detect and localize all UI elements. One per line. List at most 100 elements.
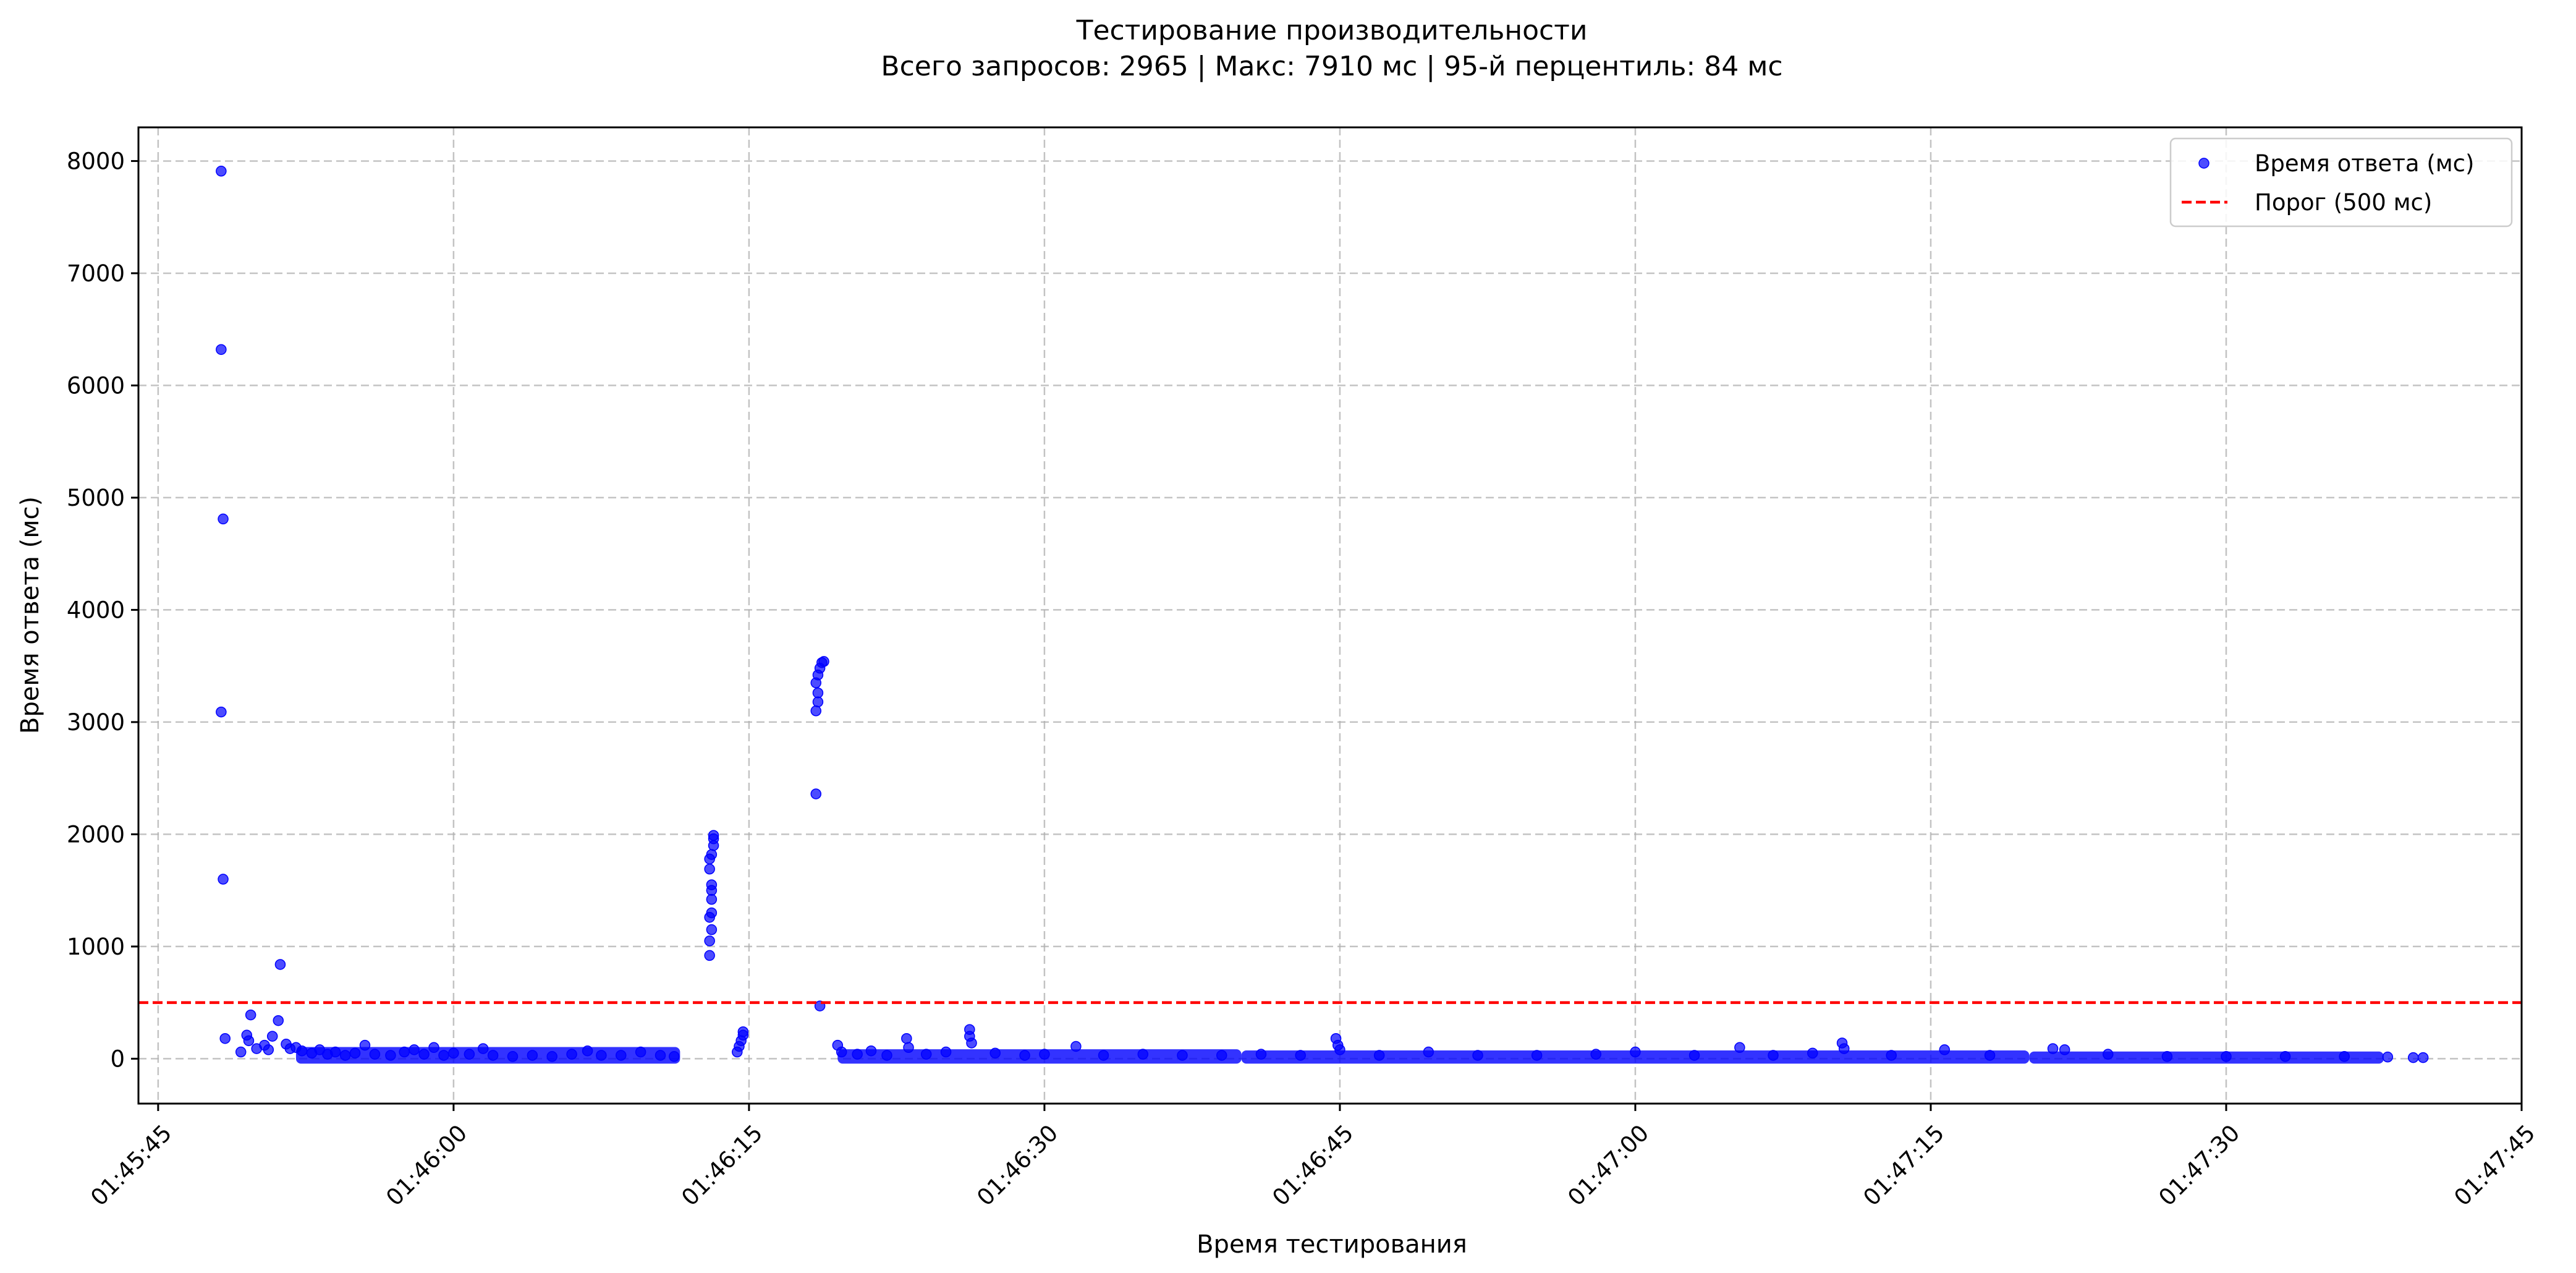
data-point [243,1035,255,1047]
data-point [1939,1044,1951,1055]
data-point [477,1043,489,1054]
data-point [438,1050,449,1061]
y-tick-label: 1000 [67,934,125,960]
legend-label-response-time: Время ответа (мс) [2255,150,2474,177]
data-point [339,1050,351,1061]
data-point [507,1051,519,1062]
data-point [706,924,718,935]
data-point [2161,1051,2173,1062]
data-point [216,344,227,356]
data-point [399,1046,410,1058]
data-point [218,513,229,525]
y-tick-label: 8000 [67,148,125,174]
data-point [1216,1050,1227,1061]
data-point [296,1045,308,1057]
data-point [940,1046,952,1058]
legend: Время ответа (мс) Порог (500 мс) [2169,137,2513,228]
data-point [1295,1050,1306,1061]
data-point [1255,1049,1267,1060]
data-point [810,705,822,717]
data-point [329,1046,341,1058]
data-point [245,1009,256,1021]
data-point [836,1046,847,1058]
data-point [566,1049,577,1060]
x-axis-label: Время тестирования [1197,1230,1467,1259]
data-point [812,687,824,699]
data-point [865,1045,877,1057]
data-point [1734,1042,1745,1054]
data-point [349,1047,361,1059]
data-point [1807,1047,1818,1059]
data-point [1590,1049,1601,1060]
data-point [2059,1044,2070,1055]
y-tick-label: 4000 [67,597,125,623]
data-point [219,1032,231,1044]
data-point [1137,1049,1149,1060]
data-point [655,1050,666,1061]
data-point [527,1050,538,1061]
grid-layer [138,127,2523,1104]
chart-subtitle: Всего запросов: 2965 | Макс: 7910 мс | 9… [881,51,1782,82]
chart-title: Тестирование производительности [1076,15,1588,46]
data-point [1531,1050,1543,1061]
data-point [901,1032,912,1044]
data-point [385,1050,396,1061]
data-point [266,1031,278,1042]
data-point [706,893,718,905]
data-point [546,1051,557,1062]
data-point [635,1046,646,1058]
data-point [2047,1043,2059,1054]
data-point [1423,1046,1434,1058]
data-point [428,1042,439,1054]
data-point [1070,1041,1082,1052]
y-tick-label: 3000 [67,709,125,736]
data-point [409,1044,420,1055]
data-point [1984,1050,1996,1061]
data-point [704,935,715,947]
data-point [596,1050,607,1061]
data-point [920,1049,932,1060]
y-axis-label: Время ответа (мс) [16,496,44,734]
data-point [706,879,718,890]
y-axis-ticks: 0 1000 2000 3000 4000 5000 6000 7000 8000 [67,148,138,1072]
data-point [1177,1050,1188,1061]
data-point [2417,1052,2429,1063]
data-point [1472,1050,1483,1061]
data-point [810,788,822,799]
data-point [669,1051,680,1062]
data-point [966,1037,977,1049]
data-point [2407,1052,2419,1063]
legend-box [2169,137,2513,228]
data-point [1373,1050,1385,1061]
legend-label-threshold: Порог (500 мс) [2255,189,2432,216]
data-point [2382,1051,2394,1063]
data-point [448,1047,459,1059]
data-point [1688,1050,1700,1061]
data-point [1630,1046,1641,1058]
data-point [263,1044,274,1055]
data-point [487,1050,499,1061]
dense-points-band [2029,1051,2384,1064]
y-tick-label: 5000 [67,485,125,511]
data-point [464,1049,475,1060]
data-point [582,1045,593,1057]
data-point [273,1015,284,1026]
y-tick-label: 2000 [67,821,125,848]
data-point [274,959,286,970]
data-point [881,1050,892,1061]
data-point [706,907,718,919]
data-point [218,874,229,885]
data-point [852,1049,863,1060]
data-point [903,1042,914,1054]
legend-marker-response-time [2198,158,2210,169]
data-point [359,1039,371,1051]
data-point [216,166,227,177]
data-point [2103,1049,2114,1060]
data-point [418,1049,430,1060]
plot-area-frame [137,126,2523,1105]
data-point [2339,1051,2350,1062]
data-point [704,863,715,875]
data-point [2279,1051,2291,1062]
data-point [1768,1050,1779,1061]
